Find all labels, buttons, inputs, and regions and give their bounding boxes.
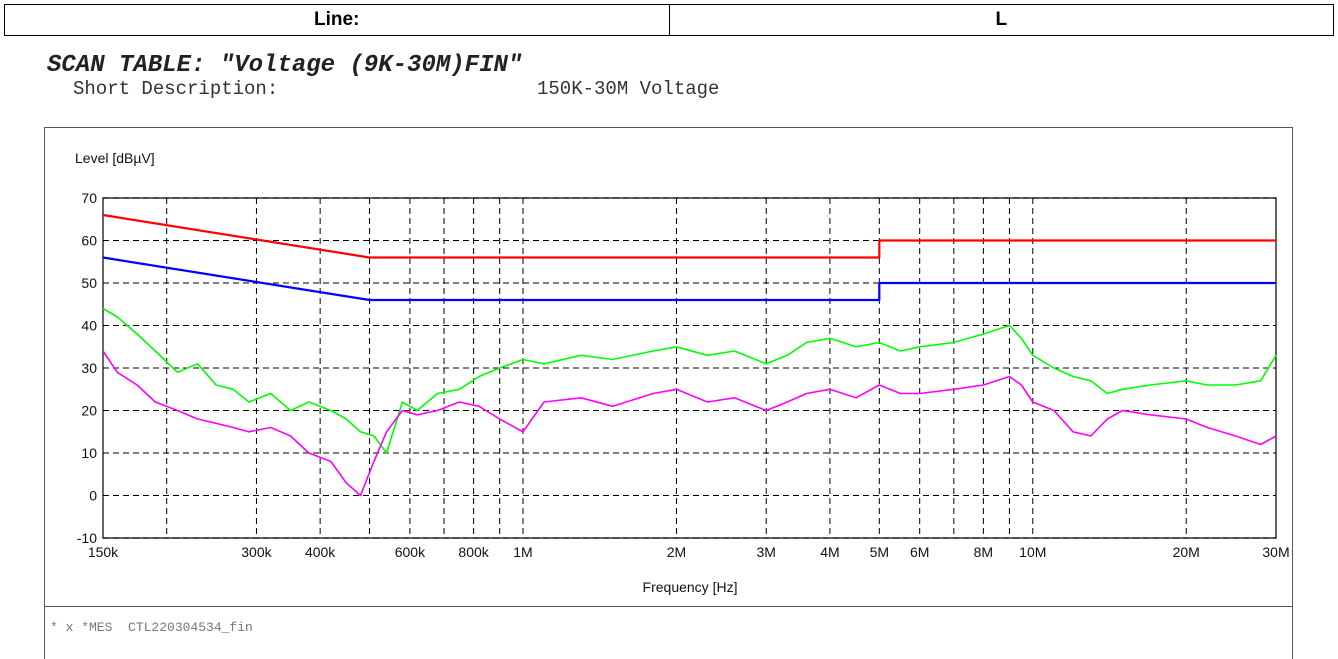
mes-label: * x *MES CTL220304534_fin bbox=[50, 620, 253, 635]
x-tick-label: 8M bbox=[974, 544, 993, 560]
series-line-4 bbox=[102, 350, 1277, 497]
series-line-2 bbox=[102, 256, 1276, 302]
line-value: L bbox=[668, 5, 1334, 35]
line-header: Line: L bbox=[4, 4, 1334, 36]
x-tick-label: 400k bbox=[305, 544, 336, 560]
x-tick-label: 30M bbox=[1262, 544, 1289, 560]
chart-grid bbox=[102, 197, 1277, 539]
x-tick-label: 150k bbox=[88, 544, 119, 560]
short-description-value: 150K-30M Voltage bbox=[537, 78, 720, 100]
x-tick-label: 10M bbox=[1019, 544, 1046, 560]
y-tick-label: 50 bbox=[81, 275, 97, 291]
scan-table-title: SCAN TABLE: "Voltage (9K-30M)FIN" bbox=[47, 52, 523, 79]
y-tick-label: -10 bbox=[77, 530, 97, 546]
x-tick-label: 2M bbox=[667, 544, 686, 560]
x-tick-label: 800k bbox=[458, 544, 489, 560]
y-tick-label: 60 bbox=[81, 233, 97, 249]
y-axis-label: Level [dBµV] bbox=[75, 150, 155, 166]
line-label: Line: bbox=[314, 9, 360, 30]
series-line-3 bbox=[102, 307, 1277, 454]
x-tick-label: 20M bbox=[1173, 544, 1200, 560]
y-tick-label: 10 bbox=[81, 445, 97, 461]
x-tick-label: 4M bbox=[820, 544, 839, 560]
mes-frame bbox=[44, 606, 1293, 659]
y-tick-label: 20 bbox=[81, 403, 97, 419]
x-axis-label: Frequency [Hz] bbox=[643, 579, 738, 595]
y-tick-label: 0 bbox=[89, 488, 97, 504]
x-tick-label: 5M bbox=[870, 544, 889, 560]
series-line-1 bbox=[102, 213, 1276, 259]
y-tick-label: 40 bbox=[81, 318, 97, 334]
short-description-label: Short Description: bbox=[73, 78, 279, 100]
y-tick-label: 30 bbox=[81, 360, 97, 376]
x-tick-label: 6M bbox=[910, 544, 929, 560]
x-tick-label: 300k bbox=[241, 544, 272, 560]
x-tick-label: 3M bbox=[757, 544, 776, 560]
x-tick-label: 600k bbox=[395, 544, 426, 560]
y-tick-label: 70 bbox=[81, 190, 97, 206]
x-tick-label: 1M bbox=[513, 544, 532, 560]
chart-series bbox=[102, 213, 1277, 497]
